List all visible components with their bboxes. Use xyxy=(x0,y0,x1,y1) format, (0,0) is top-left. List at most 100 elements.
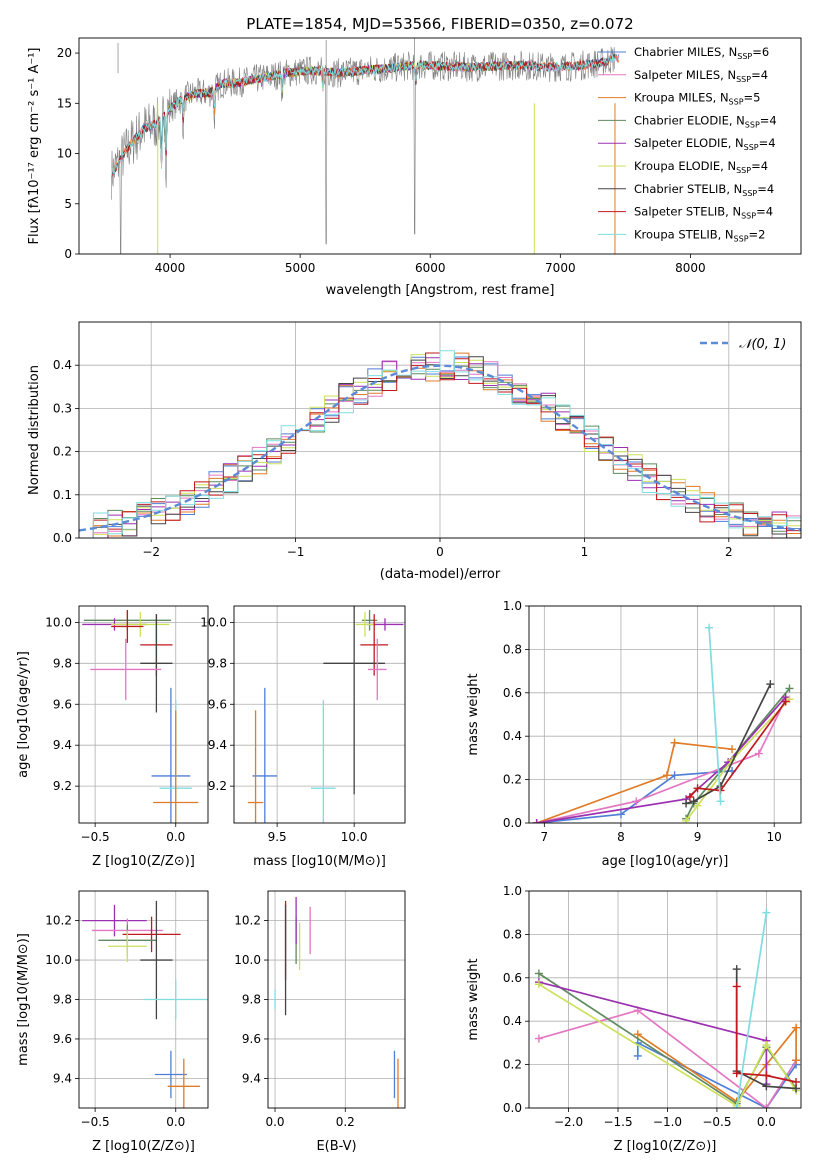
x-axis-label: Z [log10(Z/Z⊙)] xyxy=(92,1139,195,1154)
error-bar-point xyxy=(247,710,264,823)
y-tick-label: 0.0 xyxy=(53,531,72,545)
weight-marker xyxy=(534,980,543,989)
legend-entry: Salpeter MILES, NSSP=4 xyxy=(634,68,768,84)
y-tick-label: 9.8 xyxy=(53,993,72,1007)
error-bar-point xyxy=(355,612,375,637)
x-tick-label: 7 xyxy=(541,830,549,844)
panel-age-vs-z: −0.5 0.0 9.2 9.4 9.6 9.8 10.0 Z [log10(Z/Z⊙)] ag… xyxy=(16,605,209,869)
legend-entry-subscript: SSP xyxy=(729,98,744,107)
y-tick-label: 0.6 xyxy=(503,686,522,700)
legend-entry-text: Kroupa STELIB, N xyxy=(634,227,734,241)
weight-marker xyxy=(693,784,702,793)
y-tick-label: 10.0 xyxy=(45,615,72,629)
weight-marker xyxy=(792,1023,801,1032)
x-tick-label: 5000 xyxy=(285,261,316,275)
y-tick-label: 9.4 xyxy=(53,1071,72,1085)
x-tick-label: 8 xyxy=(617,830,625,844)
x-tick-label: 0 xyxy=(436,545,444,559)
x-axis-label: (data-model)/error xyxy=(380,567,501,582)
y-tick-label: 0.2 xyxy=(503,1058,522,1072)
y-tick-label: 9.2 xyxy=(208,779,227,793)
error-bar-point xyxy=(154,1050,188,1099)
y-tick-label: 10.2 xyxy=(234,914,261,928)
y-axis-label: age [log10(age/yr)] xyxy=(16,651,31,778)
y-tick-label: 9.6 xyxy=(53,1032,72,1046)
error-bar-point xyxy=(122,916,181,953)
weight-marker xyxy=(693,801,702,810)
axes-frame xyxy=(78,37,802,255)
legend-entry: Kroupa ELODIE, NSSP=4 xyxy=(634,159,768,175)
x-tick-label: 6000 xyxy=(415,261,446,275)
axes-frame xyxy=(78,321,802,539)
legend-entry-subscript: SSP xyxy=(734,234,749,243)
weight-line xyxy=(636,1041,797,1108)
y-tick-label: 20 xyxy=(57,46,72,60)
legend-entry: Salpeter STELIB, NSSP=4 xyxy=(634,205,773,221)
weight-marker xyxy=(534,1034,543,1043)
x-tick-label: 0.0 xyxy=(166,830,185,844)
weight-marker xyxy=(792,1056,801,1065)
error-bar-point xyxy=(368,638,387,701)
axes-frame xyxy=(528,890,802,1109)
weight-marker xyxy=(662,771,671,780)
x-tick-label: 4000 xyxy=(155,261,186,275)
model-spectrum-line xyxy=(111,54,616,179)
y-axis-label: Flux [fλ10⁻¹⁷ erg cm⁻² s⁻¹ A⁻¹] xyxy=(27,48,42,245)
legend-entry-subscript: SSP xyxy=(737,52,752,61)
x-tick-label: 9.5 xyxy=(268,830,287,844)
x-tick-label: −1.5 xyxy=(603,1115,632,1129)
x-tick-label: 8000 xyxy=(675,261,706,275)
weight-marker xyxy=(670,771,679,780)
weight-marker xyxy=(732,1069,741,1078)
weight-marker xyxy=(633,1051,642,1060)
y-tick-label: 0.2 xyxy=(53,445,72,459)
error-bar-point xyxy=(361,610,378,631)
legend-entry-subscript: SSP xyxy=(742,189,757,198)
legend-entry-text: =4 xyxy=(757,182,774,196)
x-axis-label: Z [log10(Z/Z⊙)] xyxy=(614,1139,717,1154)
legend-entry-subscript: SSP xyxy=(736,75,751,84)
legend-entry-text: Salpeter STELIB, N xyxy=(634,205,741,219)
weight-line xyxy=(685,687,791,820)
legend-entry-text: Chabrier ELODIE, N xyxy=(634,113,745,127)
y-tick-label: 0.1 xyxy=(53,488,72,502)
x-tick-label: −1.0 xyxy=(653,1115,682,1129)
y-axis-label: mass weight xyxy=(466,673,481,755)
x-tick-label: −0.5 xyxy=(81,830,110,844)
weight-marker xyxy=(682,816,691,823)
panel-mass-vs-ebv: 0.0 0.2 9.4 9.6 9.8 10.0 10.2 E(B-V) xyxy=(234,890,406,1154)
weight-line xyxy=(689,700,787,798)
weight-marker xyxy=(792,1077,801,1086)
y-tick-label: 9.2 xyxy=(53,779,72,793)
weight-line xyxy=(735,912,768,1108)
legend-entry-text: Chabrier MILES, N xyxy=(634,45,737,59)
weight-marker xyxy=(766,680,775,689)
y-tick-label: 0.4 xyxy=(53,358,72,372)
error-bar-point xyxy=(108,930,147,963)
x-tick-label: 2 xyxy=(725,545,733,559)
weight-marker xyxy=(732,1104,741,1108)
legend-entry: Chabrier MILES, NSSP=6 xyxy=(634,45,769,61)
y-tick-label: 0.2 xyxy=(503,773,522,787)
weight-marker xyxy=(705,623,714,632)
weight-line xyxy=(538,981,768,1085)
y-tick-label: 9.4 xyxy=(208,738,227,752)
x-tick-label: −2.0 xyxy=(554,1115,583,1129)
x-tick-label: 10 xyxy=(767,830,782,844)
weight-marker xyxy=(633,1030,642,1039)
axes-frame xyxy=(528,605,802,824)
legend-entry-text: Kroupa ELODIE, N xyxy=(634,159,736,173)
weight-line xyxy=(735,986,797,1083)
spectrum-legend: Chabrier MILES, NSSP=6 Salpeter MILES, NS… xyxy=(598,45,777,243)
axes-frame xyxy=(233,605,406,824)
error-bar-point xyxy=(151,687,191,823)
y-tick-label: 9.4 xyxy=(242,1071,261,1085)
y-tick-label: 10.2 xyxy=(45,914,72,928)
weight-line xyxy=(685,698,791,822)
panel-weight-vs-z: −2.0 −1.5 −1.0 −0.5 0.0 0.0 0.2 0.4 0.6 0.8 1.0 Z [… xyxy=(466,884,802,1154)
weight-marker xyxy=(781,697,790,706)
y-tick-label: 0 xyxy=(64,247,72,261)
x-tick-label: −0.5 xyxy=(702,1115,731,1129)
panel-weight-vs-age: 7 8 9 10 0.0 0.2 0.4 0.6 0.8 1.0 age [log10(age/yr… xyxy=(466,599,802,869)
legend-entry-text: =4 xyxy=(760,113,777,127)
